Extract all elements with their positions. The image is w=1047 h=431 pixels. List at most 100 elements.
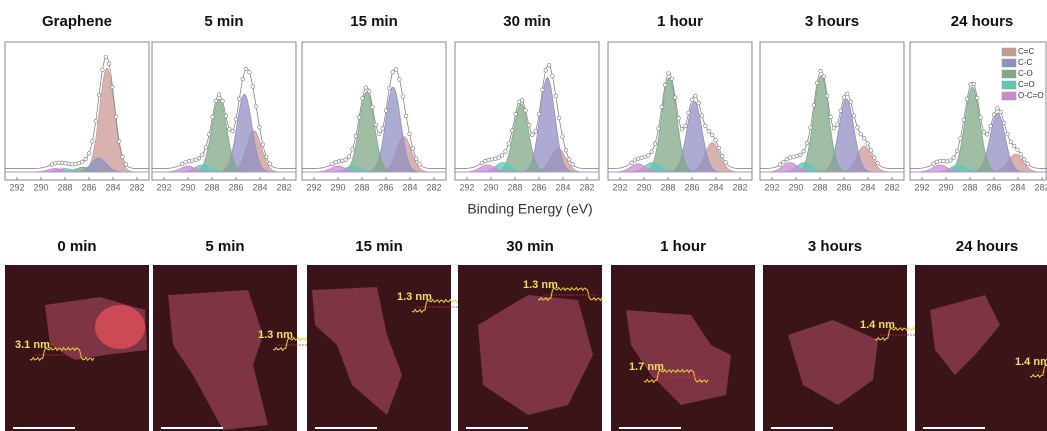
flake — [312, 287, 402, 415]
xps-panel: 292 290 288 286 284 282 — [759, 41, 905, 192]
x-tick-label: 284 — [402, 182, 417, 192]
envelope-point — [223, 114, 229, 119]
envelope — [760, 68, 904, 169]
x-tick-label: 288 — [57, 182, 72, 192]
envelope-point — [516, 99, 521, 104]
envelope-point — [483, 159, 488, 164]
envelope-point — [367, 89, 372, 94]
envelope-point — [530, 132, 535, 137]
fit-peak — [302, 165, 446, 173]
envelope-point — [663, 82, 668, 88]
flake — [478, 295, 593, 415]
envelope — [302, 67, 446, 169]
height-label: 1.3 nm — [523, 279, 558, 291]
envelope-point — [1025, 161, 1030, 166]
x-tick-label: 282 — [129, 182, 144, 192]
afm-image: 1.4 nm — [763, 265, 940, 431]
fit-peak — [910, 164, 1047, 173]
envelope-point — [217, 92, 222, 97]
envelope-line — [302, 68, 446, 169]
x-tick-label: 284 — [105, 182, 120, 192]
x-tick-label: 282 — [732, 182, 747, 192]
envelope-point — [49, 162, 55, 167]
x-tick-label: 292 — [764, 182, 779, 192]
envelope-point — [958, 136, 963, 141]
envelope-point — [357, 115, 362, 120]
xps-panel: 292 290 288 286 284 282 — [454, 41, 600, 192]
envelope-point — [778, 162, 783, 167]
envelope-point — [868, 148, 873, 153]
envelope-point — [629, 160, 634, 165]
envelope-point — [250, 84, 255, 89]
legend-swatch — [1001, 91, 1017, 101]
height-profile — [643, 368, 709, 384]
envelope-point — [862, 136, 867, 141]
envelope-point — [848, 99, 853, 104]
envelope-point — [76, 161, 82, 166]
envelope-point — [666, 71, 671, 76]
envelope-point — [407, 131, 412, 137]
afm-title: 3 hours — [808, 238, 862, 255]
flake — [788, 320, 878, 405]
envelope-point — [985, 132, 990, 137]
x-tick-label: 286 — [684, 182, 699, 192]
envelope-point — [1001, 120, 1007, 125]
envelope-point — [563, 148, 568, 153]
envelope-point — [60, 160, 65, 165]
envelope-point — [567, 157, 572, 162]
envelope-point — [340, 158, 345, 163]
envelope-point — [784, 157, 789, 162]
envelope-point — [951, 155, 956, 160]
envelope-line — [152, 68, 296, 169]
envelope-point — [872, 155, 877, 160]
envelope-point — [693, 93, 698, 99]
envelope-point — [788, 155, 793, 160]
flake — [168, 290, 268, 430]
afm-image: 1.3 nm — [307, 265, 477, 431]
envelope-point — [193, 157, 198, 162]
height-label: 1.7 nm — [629, 361, 664, 373]
envelope-point — [821, 74, 826, 79]
envelope-point — [546, 63, 552, 68]
legend-label: C=C — [1018, 47, 1034, 56]
envelope-point — [400, 94, 405, 99]
envelope-point — [791, 154, 796, 159]
x-tick-label: 292 — [612, 182, 627, 192]
envelope-point — [203, 145, 208, 150]
envelope-point — [995, 106, 1000, 111]
envelope-point — [831, 125, 837, 131]
envelope-point — [254, 104, 259, 109]
afm-image: 1.3 nm — [458, 265, 603, 431]
x-tick-label: 292 — [306, 182, 321, 192]
envelope-point — [113, 114, 118, 119]
panel-title: 24 hours — [951, 13, 1014, 30]
x-tick-label: 286 — [836, 182, 851, 192]
x-tick-label: 290 — [938, 182, 953, 192]
envelope-point — [1008, 139, 1013, 144]
envelope-point — [264, 154, 269, 159]
xps-panel: 292 290 288 286 284 282 — [4, 41, 150, 192]
x-tick-label: 290 — [788, 182, 803, 192]
fit-peak — [152, 165, 296, 173]
panel-title: Graphene — [42, 13, 112, 30]
flake — [626, 310, 731, 405]
envelope-point — [110, 85, 115, 90]
xps-panel: 292 290 288 286 284 282 — [301, 41, 447, 192]
envelope-point — [649, 149, 654, 154]
envelope-point — [1012, 144, 1017, 149]
fit-peak — [608, 163, 752, 173]
envelope-point — [646, 153, 651, 158]
envelope-point — [240, 76, 245, 82]
x-axis-label: Binding Energy (eV) — [467, 201, 592, 217]
envelope-point — [652, 141, 658, 146]
envelope-point — [120, 154, 125, 159]
panel-title: 15 min — [350, 13, 398, 30]
envelope-point — [186, 159, 192, 164]
envelope-point — [489, 157, 495, 162]
x-tick-label: 284 — [708, 182, 723, 192]
envelope-point — [96, 92, 102, 98]
panel-frame — [4, 41, 150, 181]
afm-title: 24 hours — [956, 238, 1019, 255]
envelope-line — [455, 64, 599, 169]
